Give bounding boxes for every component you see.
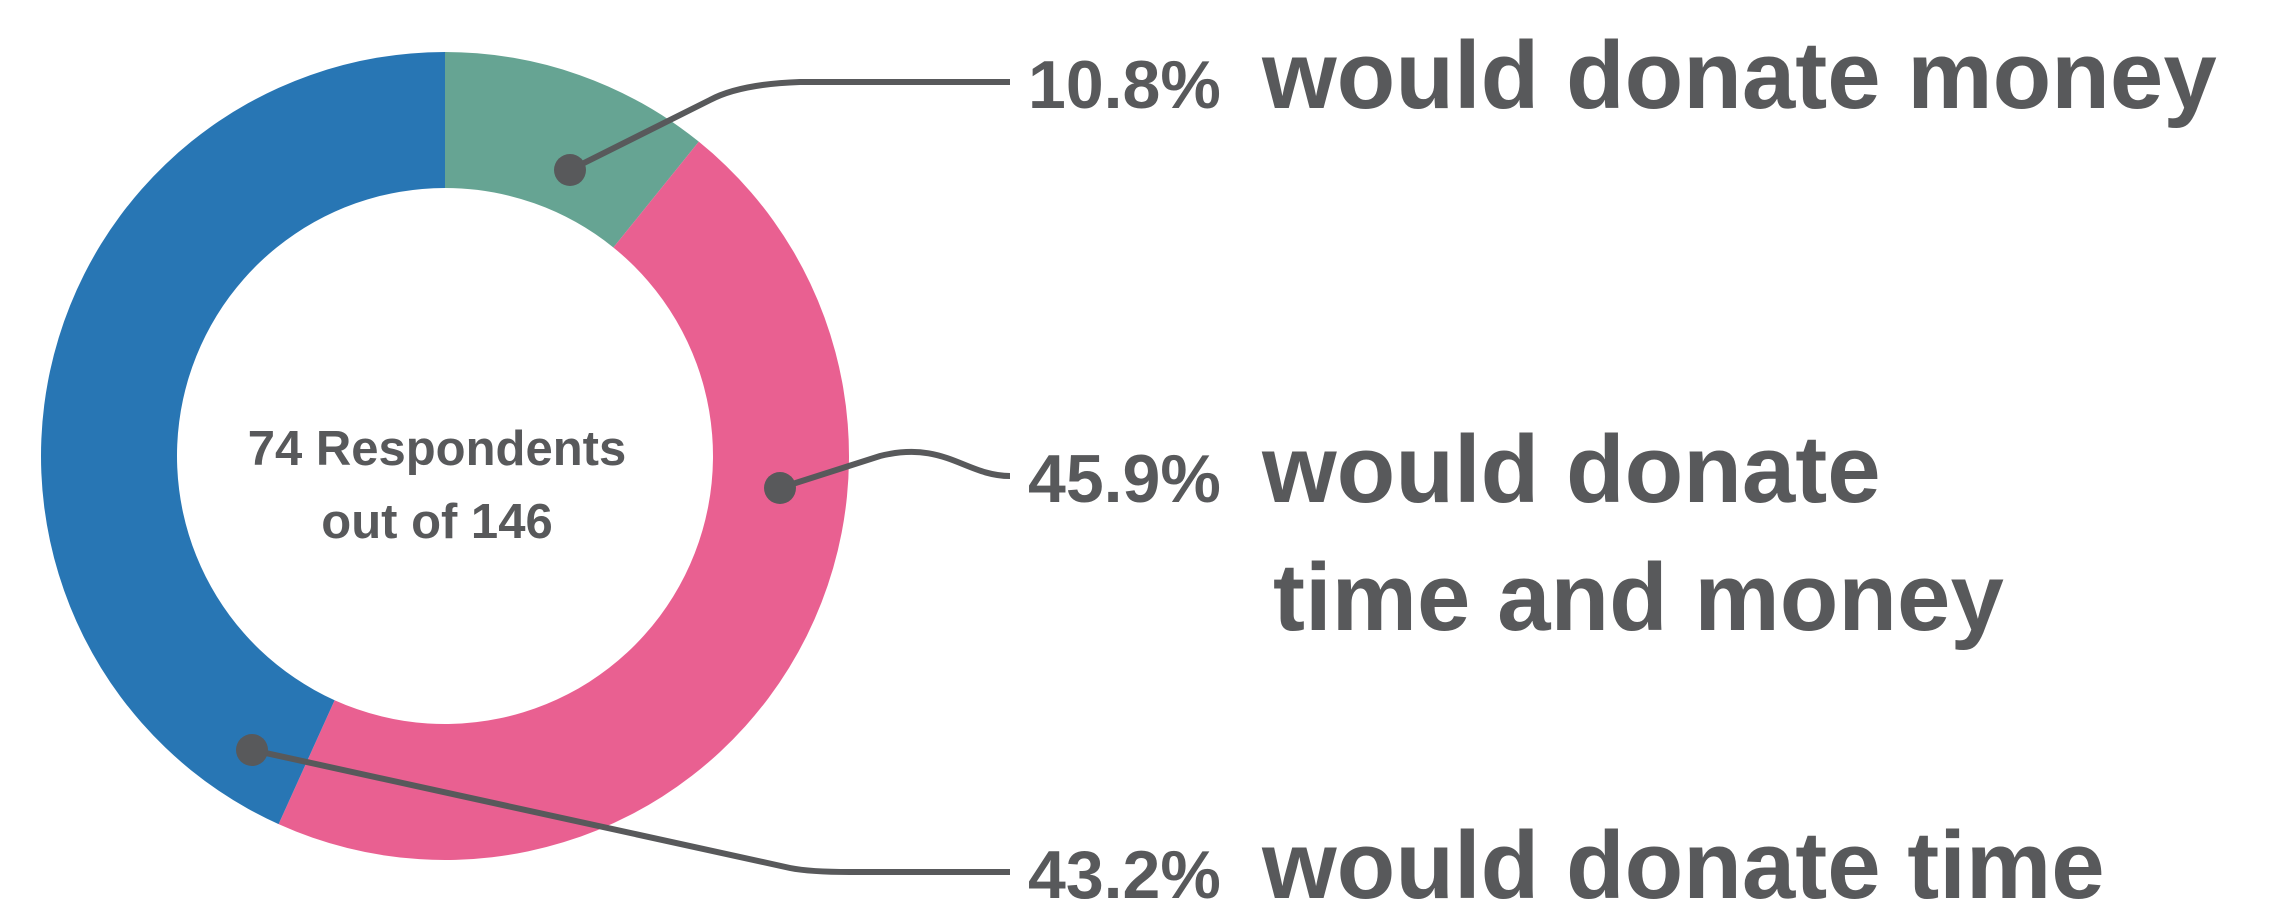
center-label-line-1: 74 Respondents bbox=[248, 422, 626, 476]
leader-dot-time bbox=[236, 734, 268, 766]
slice-label-time: would donate time bbox=[1261, 812, 2105, 912]
slice-label-time-and-money-line-1: would donate bbox=[1261, 416, 1881, 523]
slice-time bbox=[41, 52, 446, 825]
slice-time-and-money bbox=[278, 141, 850, 860]
slice-money bbox=[445, 52, 699, 248]
leader-line-time-and-money bbox=[779, 448, 1011, 491]
slice-label-money: would donate money bbox=[1261, 22, 2217, 129]
pct-label-time: 43.2% bbox=[1028, 837, 1221, 912]
pct-label-time-and-money: 45.9% bbox=[1028, 441, 1221, 517]
slice-label-time-and-money-line-2: time and money bbox=[1273, 544, 2004, 651]
center-label-line-2: out of 146 bbox=[321, 495, 552, 549]
pct-label-money: 10.8% bbox=[1028, 47, 1221, 123]
leader-dot-money bbox=[554, 154, 586, 186]
leader-dot-time-and-money bbox=[764, 472, 796, 504]
leader-line-money bbox=[568, 79, 1010, 173]
donut-slices bbox=[41, 52, 850, 860]
leader-line-time bbox=[251, 747, 1010, 875]
